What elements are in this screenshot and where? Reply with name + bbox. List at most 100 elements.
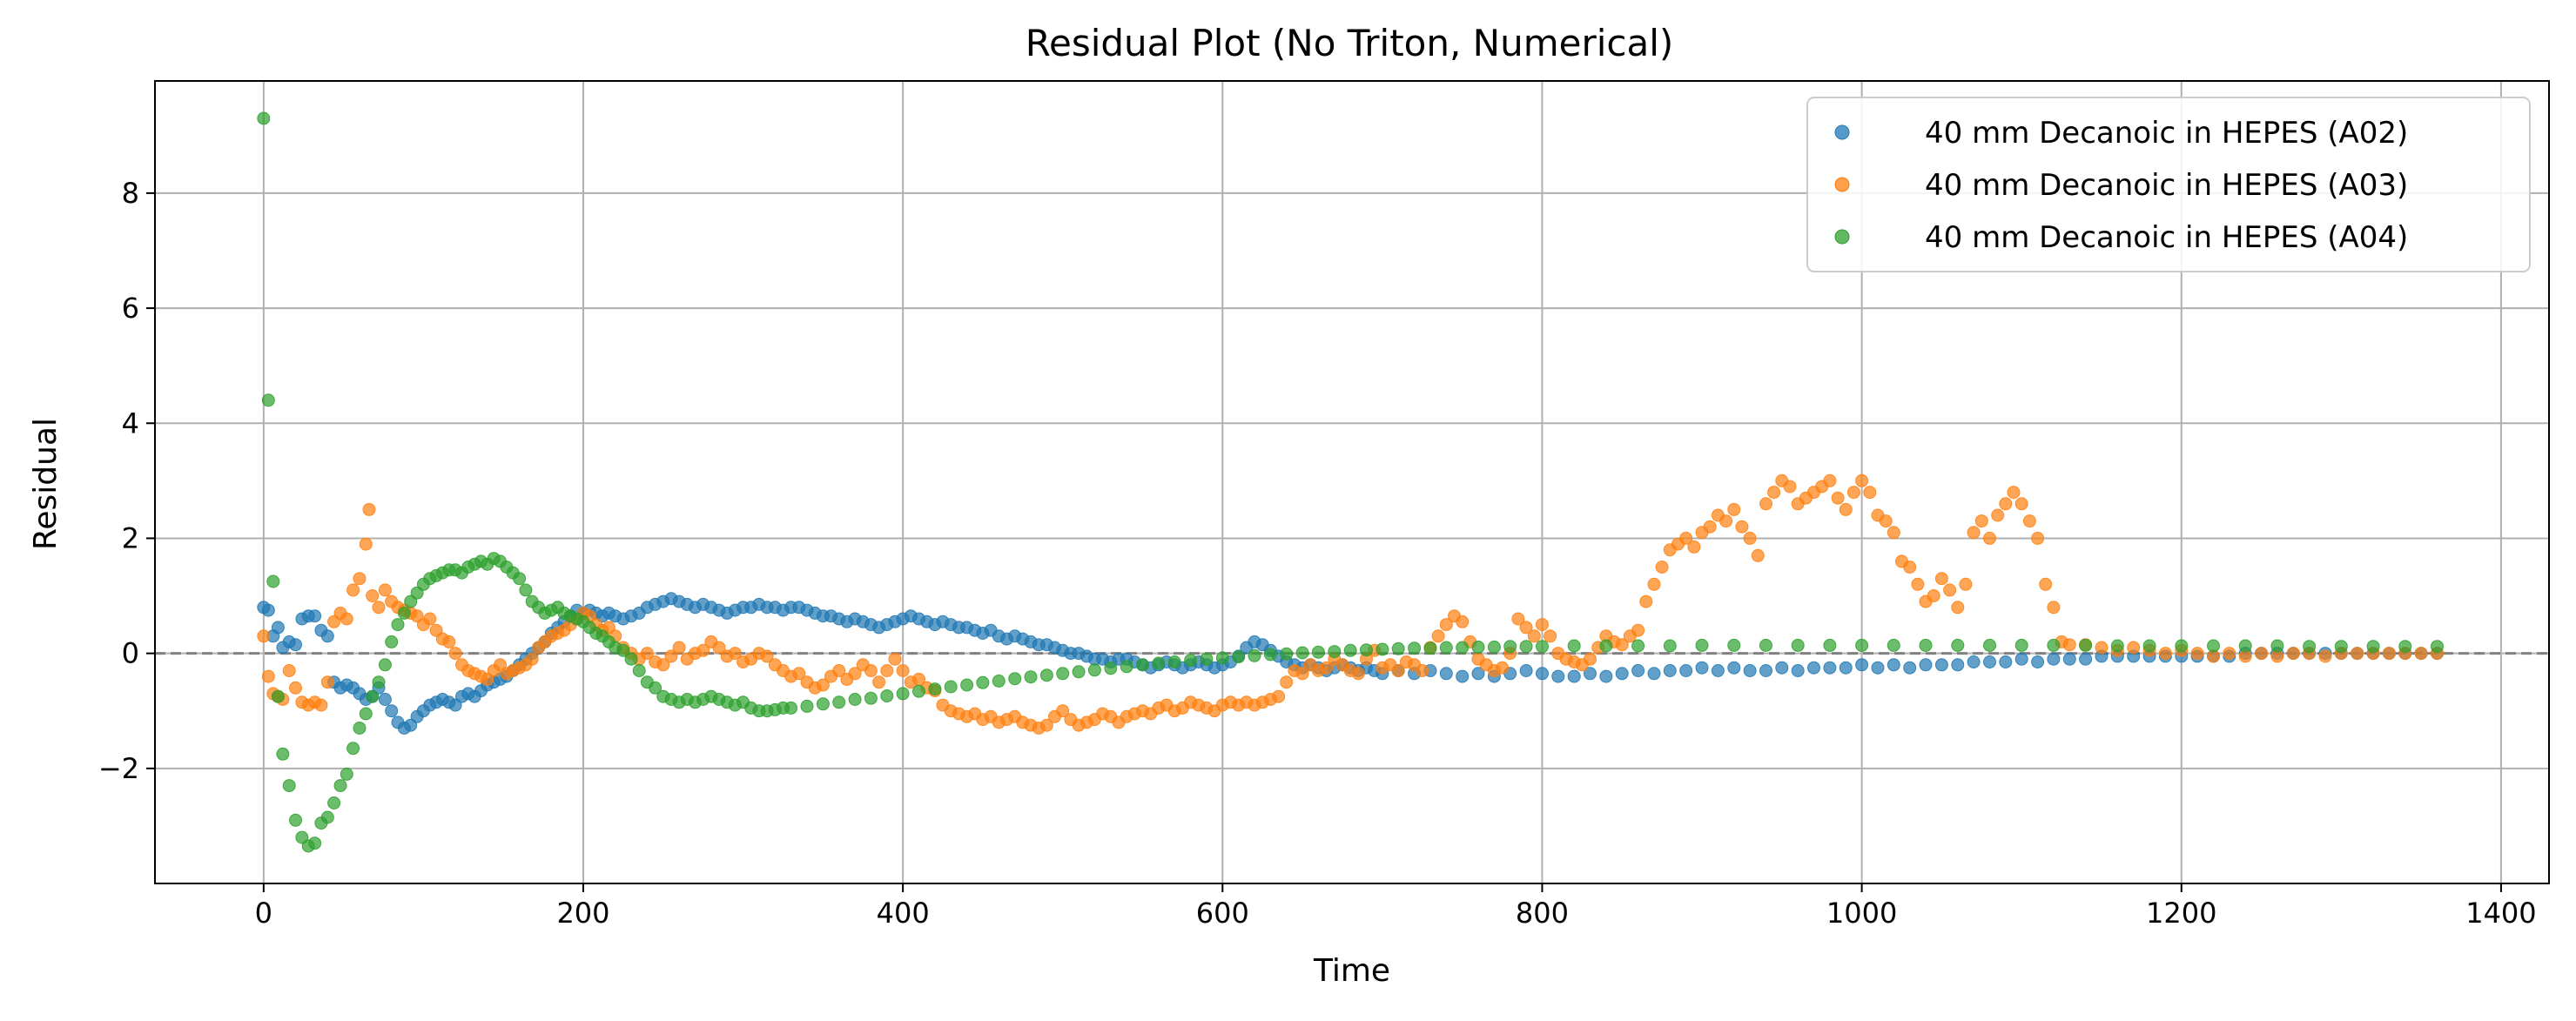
data-point xyxy=(308,836,322,850)
data-point xyxy=(1232,650,1246,664)
data-point xyxy=(442,635,456,648)
data-point xyxy=(261,603,275,617)
data-point xyxy=(1863,486,1877,500)
data-point xyxy=(1647,577,1661,591)
data-point xyxy=(1919,658,1933,672)
data-point xyxy=(832,664,846,677)
data-point xyxy=(1823,638,1837,652)
data-point xyxy=(2238,639,2252,653)
data-point xyxy=(1663,639,1677,653)
data-point xyxy=(2047,638,2061,652)
data-point xyxy=(1999,497,2013,511)
data-point xyxy=(784,701,798,715)
data-point xyxy=(1775,661,1789,675)
data-point xyxy=(1999,655,2013,668)
data-point xyxy=(1959,577,1973,591)
data-point xyxy=(872,675,886,689)
data-point xyxy=(1871,661,1885,675)
y-tick-label: 4 xyxy=(122,406,139,440)
data-point xyxy=(1727,502,1741,516)
data-point xyxy=(1072,665,1086,679)
legend-marker-2 xyxy=(1834,177,1850,192)
data-point xyxy=(333,779,347,793)
data-point xyxy=(649,681,662,695)
data-point xyxy=(1487,640,1501,654)
data-point xyxy=(2110,639,2124,653)
data-point xyxy=(366,589,380,602)
data-point xyxy=(320,675,334,689)
data-point xyxy=(896,664,910,677)
data-point xyxy=(1839,502,1853,516)
data-point xyxy=(1663,664,1677,677)
data-point xyxy=(848,667,862,681)
data-point xyxy=(912,684,925,698)
data-point xyxy=(1631,664,1645,677)
ticks-layer: 0 200 400 600 800 1000 1200 1400 −2 0 2 4 6 8 xyxy=(98,177,2537,930)
data-point xyxy=(728,647,742,661)
x-tick-label: 800 xyxy=(1516,897,1569,930)
data-point xyxy=(327,796,341,809)
data-point xyxy=(1567,639,1581,653)
data-point xyxy=(378,693,392,706)
data-point xyxy=(816,678,830,692)
data-point xyxy=(397,606,411,620)
data-point xyxy=(616,643,630,657)
data-point xyxy=(2022,514,2036,528)
data-point xyxy=(2398,640,2412,654)
data-point xyxy=(1759,638,1772,652)
data-point xyxy=(976,675,990,689)
data-point xyxy=(1751,548,1765,562)
y-tick-label: 2 xyxy=(122,521,139,554)
data-point xyxy=(1983,638,1996,652)
data-point xyxy=(2255,647,2269,661)
data-point xyxy=(2303,640,2317,654)
data-point xyxy=(320,629,334,643)
data-point xyxy=(1439,618,1453,632)
data-point xyxy=(2031,531,2045,545)
data-point xyxy=(362,502,376,516)
data-point xyxy=(2142,639,2156,653)
data-point xyxy=(1615,667,1629,681)
data-point xyxy=(1855,638,1869,652)
legend-marker-1 xyxy=(1834,124,1850,140)
x-tick-label: 1200 xyxy=(2146,897,2216,930)
data-point xyxy=(1280,675,1294,689)
data-point xyxy=(1647,667,1661,681)
data-point xyxy=(1527,629,1541,643)
data-point xyxy=(1599,639,1613,653)
data-point xyxy=(378,583,392,597)
data-point xyxy=(266,574,280,588)
data-point xyxy=(1087,663,1101,677)
data-point xyxy=(888,652,902,666)
data-point xyxy=(1439,667,1453,681)
data-point xyxy=(308,609,322,623)
data-point xyxy=(1719,514,1733,528)
data-point xyxy=(1759,497,1772,511)
data-point xyxy=(1567,669,1581,683)
data-point xyxy=(1711,664,1725,677)
data-point xyxy=(1807,661,1820,675)
legend-marker-3 xyxy=(1834,229,1850,245)
legend-label-2: 40 mm Decanoic in HEPES (A03) xyxy=(1925,168,2408,203)
data-point xyxy=(271,621,285,635)
data-point xyxy=(2031,655,2045,668)
data-point xyxy=(1991,508,2005,522)
data-point xyxy=(2158,647,2172,661)
data-point xyxy=(1743,664,1757,677)
x-tick-label: 0 xyxy=(255,897,272,930)
data-point xyxy=(1846,486,1860,500)
data-point xyxy=(1280,647,1294,661)
data-point xyxy=(1855,658,1869,672)
data-point xyxy=(1831,491,1845,505)
data-point xyxy=(1184,654,1198,668)
data-point xyxy=(2079,638,2093,652)
data-point xyxy=(864,664,878,677)
data-point xyxy=(1536,618,1549,632)
data-point xyxy=(1167,655,1181,668)
data-point xyxy=(257,629,271,643)
data-point xyxy=(2014,497,2028,511)
data-point xyxy=(1439,641,1453,655)
plot-frame xyxy=(154,80,2550,884)
data-point xyxy=(289,638,302,652)
